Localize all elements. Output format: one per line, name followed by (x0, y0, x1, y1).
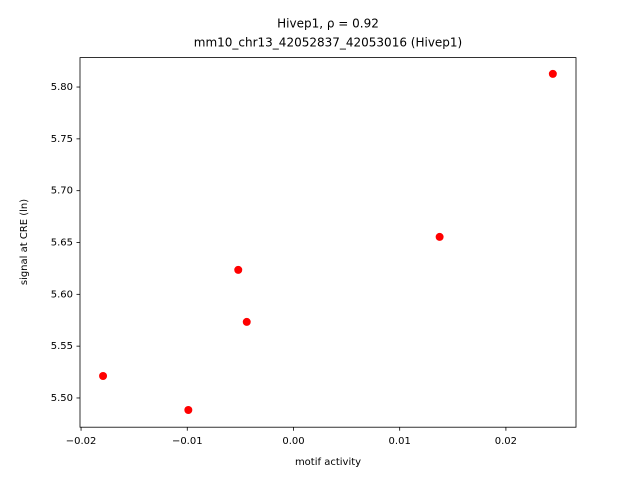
point (99, 371, 108, 380)
point (234, 265, 243, 274)
point (435, 232, 444, 241)
x-tick-label: −0.02 (66, 436, 97, 447)
y-axis-label: signal at CRE (ln) (19, 199, 30, 285)
y-tick-label: 5.60 (51, 289, 73, 300)
y-tick-label: 5.75 (51, 134, 73, 145)
chart-subtitle: mm10_chr13_42052837_42053016 (Hivep1) (194, 36, 462, 50)
x-axis-label: motif activity (295, 457, 361, 468)
x-tick-label: 0.00 (282, 436, 304, 447)
y-tick-label: 5.65 (51, 238, 73, 249)
point (184, 405, 193, 414)
chart-title: Hivep1, ρ = 0.92 (277, 17, 379, 31)
y-tick-label: 5.50 (51, 393, 73, 404)
x-tick-label: 0.02 (495, 436, 517, 447)
point (548, 69, 557, 78)
x-tick-label: 0.01 (389, 436, 411, 447)
plot-frame (79, 57, 577, 428)
point (242, 317, 251, 326)
y-tick-label: 5.70 (51, 186, 73, 197)
y-tick-label: 5.55 (51, 341, 73, 352)
x-tick-label: −0.01 (172, 436, 203, 447)
y-tick-label: 5.80 (51, 82, 73, 93)
